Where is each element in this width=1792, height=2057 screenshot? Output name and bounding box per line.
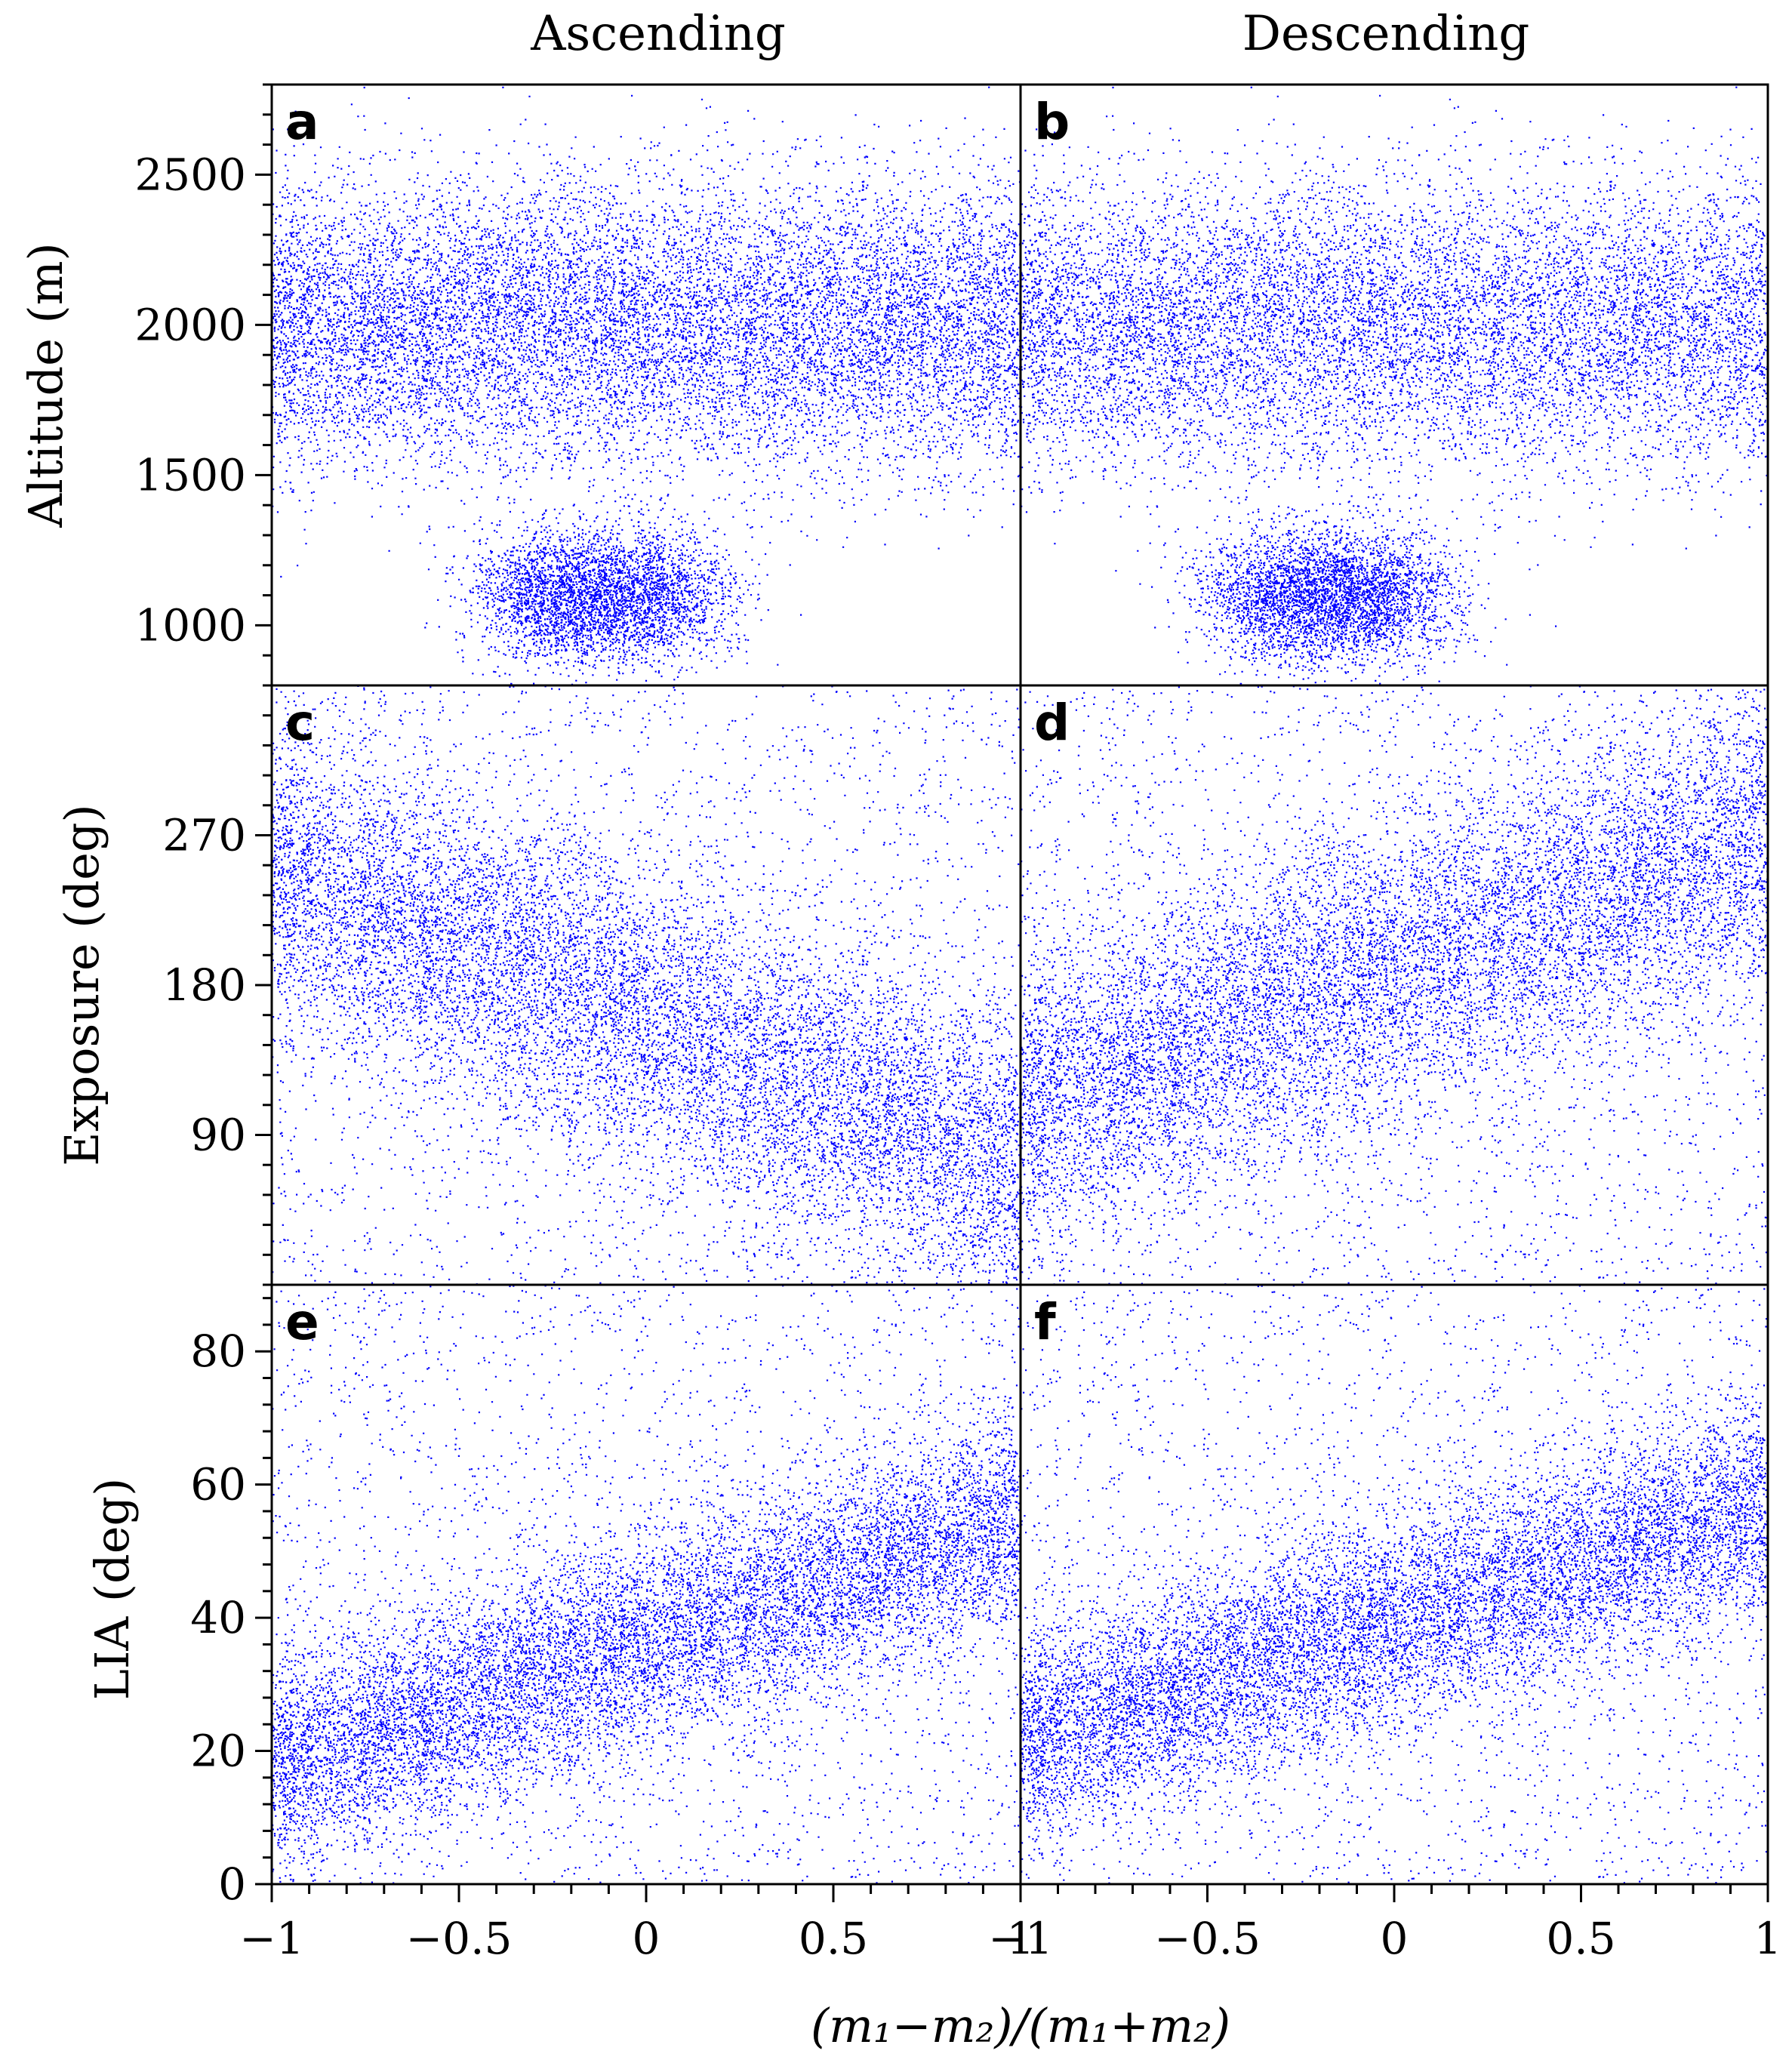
ytick-label-e: 0	[218, 1858, 246, 1910]
panel-c: c	[272, 655, 1022, 1372]
xtick-label-f: 1	[1754, 1913, 1782, 1964]
scatter-points-a	[272, 16, 1022, 707]
scatter-points-f	[1021, 1285, 1769, 1926]
column-title-ascending: Ascending	[530, 6, 786, 62]
panel-label-c: c	[285, 694, 315, 752]
scatter-points-e	[272, 1285, 1022, 1948]
xtick-label-e: −0.5	[406, 1913, 513, 1964]
panel-label-b: b	[1034, 93, 1070, 151]
ytick-label-e: 20	[190, 1726, 246, 1777]
ytick-label-a: 2000	[134, 299, 246, 350]
scatter-points-d	[1021, 543, 1769, 1384]
panel-b: b	[1021, 16, 1769, 699]
ylabel-lia: LIA (deg)	[85, 1478, 140, 1701]
ytick-label-e: 40	[190, 1592, 246, 1643]
xtick-label-e: 0.5	[799, 1913, 868, 1964]
panel-frame-c	[272, 685, 1021, 1285]
ytick-label-a: 1500	[134, 449, 246, 500]
ylabel-altitude: Altitude (m)	[18, 242, 73, 528]
ytick-label-e: 60	[190, 1459, 246, 1510]
panel-label-a: a	[285, 93, 319, 151]
scatter-points-c	[272, 655, 1022, 1372]
ytick-label-a: 1000	[134, 599, 246, 651]
ytick-label-c: 90	[190, 1110, 246, 1161]
panel-label-e: e	[285, 1293, 319, 1351]
xtick-label-f: 0	[1381, 1913, 1409, 1964]
xtick-label-f: −1	[988, 1913, 1053, 1964]
xtick-label-f: −0.5	[1154, 1913, 1261, 1964]
ytick-label-c: 270	[162, 810, 246, 861]
panel-a: a	[272, 16, 1022, 707]
column-title-descending: Descending	[1242, 6, 1530, 62]
panel-f: f	[1021, 1285, 1769, 1926]
panel-e: e	[272, 1285, 1022, 1949]
scatter-points-b	[1021, 16, 1769, 699]
ytick-label-e: 80	[190, 1326, 246, 1377]
panel-label-f: f	[1034, 1293, 1057, 1351]
ytick-label-c: 180	[162, 959, 246, 1011]
panel-d: d	[1021, 543, 1769, 1384]
panels-group: a b c d e f	[272, 16, 1769, 1948]
xtick-label-f: 0.5	[1546, 1913, 1615, 1964]
xtick-label-e: −1	[239, 1913, 304, 1964]
shared-xlabel: (m₁−m₂)/(m₁+m₂)	[811, 1998, 1230, 2053]
panel-label-d: d	[1034, 694, 1070, 752]
ylabel-exposure: Exposure (deg)	[54, 804, 109, 1166]
ytick-label-a: 2500	[134, 149, 246, 200]
xtick-label-e: 0	[633, 1913, 660, 1964]
